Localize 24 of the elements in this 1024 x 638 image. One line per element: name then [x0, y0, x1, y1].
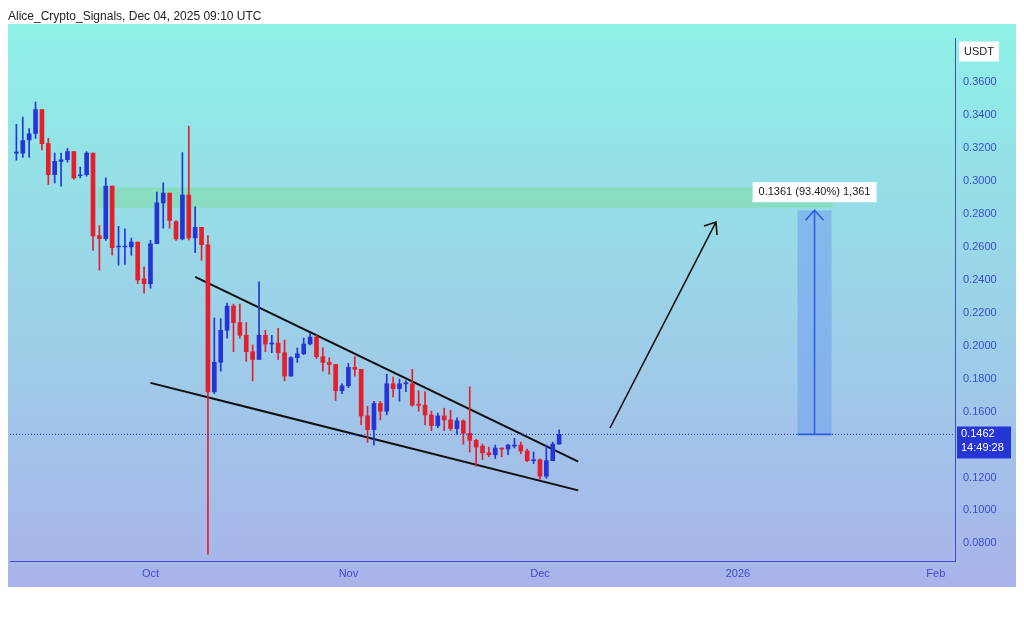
y-tick-label: 0.2200: [963, 305, 997, 318]
ref-line-label: 0.1462: [961, 427, 995, 440]
chart-title: Alice_Crypto_Signals, Dec 04, 2025 09:10 UTC: [8, 8, 263, 24]
annotation: 0.1361 (93.40%) 1,361: [758, 185, 871, 198]
x-tick-label: Oct: [141, 567, 160, 580]
y-tick-label: 0.1800: [963, 371, 997, 384]
y-tick-label: 0.1600: [963, 404, 997, 417]
y-tick-label: 0.3400: [963, 108, 997, 121]
x-tick-label: Nov: [338, 567, 359, 580]
y-tick-label: 0.3200: [963, 141, 997, 154]
x-tick-label: Dec: [530, 567, 551, 580]
text: 14:49:28: [961, 441, 1004, 454]
x-tick-label: Feb: [926, 567, 946, 580]
y-tick-label: 0.2000: [963, 338, 997, 351]
y-tick-label: 0.2400: [963, 272, 997, 285]
y-tick-label: 0.0800: [963, 536, 997, 549]
y-axis-title: USDT: [964, 44, 995, 57]
x-tick-label: 2026: [725, 567, 751, 580]
y-tick-label: 0.1000: [963, 503, 997, 516]
y-tick-label: 0.2600: [963, 240, 997, 253]
y-tick-label: 0.2800: [963, 207, 997, 220]
y-tick-label: 0.1200: [963, 470, 997, 483]
y-tick-label: 0.3600: [963, 75, 997, 88]
y-tick-label: 0.3000: [963, 174, 997, 187]
